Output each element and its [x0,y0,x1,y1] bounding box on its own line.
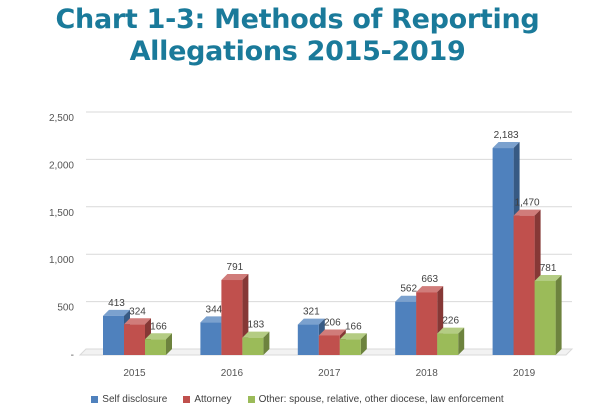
bar [395,301,417,355]
bar-top [242,331,270,338]
chart-legend: Self disclosure Attorney Other: spouse, re… [0,394,595,405]
bar-side [360,333,367,355]
y-tick-label: 1,000 [49,255,74,266]
legend-swatch [91,396,99,403]
bar-top [200,316,228,323]
y-tick-label: 2,000 [49,160,74,171]
data-label: 1,470 [515,198,540,209]
bar [437,333,459,355]
legend-item: Attorney [183,394,232,405]
bar-side [555,274,562,355]
data-label: 183 [248,320,265,331]
legend-item: Self disclosure [91,394,167,405]
bar [103,315,124,355]
bar-top [513,209,541,216]
data-label: 226 [442,316,459,327]
data-label: 324 [129,306,146,317]
x-tick-label: 2019 [513,368,536,379]
data-label: 413 [108,298,125,309]
legend-label: Self disclosure [102,394,168,405]
legend-label: Other: spouse, relative, other diocese, … [258,394,504,405]
legend-item: Other: spouse, relative, other diocese, … [247,394,504,405]
data-label: 166 [150,321,167,332]
data-label: 344 [206,304,223,315]
bar-side [166,333,172,355]
legend-swatch [247,396,255,403]
bar [145,339,166,355]
bar [221,280,243,355]
bar-side [458,327,465,355]
bar [318,335,340,355]
bar [492,148,514,355]
y-tick-label: - [71,350,74,361]
data-label: 206 [324,317,341,328]
bar [297,324,319,355]
x-tick-label: 2015 [123,368,146,379]
y-tick-label: 2,500 [49,113,74,124]
data-label: 166 [345,321,362,332]
bar-top [221,274,249,281]
data-label: 2,183 [494,130,519,141]
bar [124,324,145,355]
x-tick-label: 2017 [318,368,341,379]
bar-top [492,142,520,149]
bar [513,215,535,355]
bar [242,337,264,355]
x-tick-label: 2018 [416,368,439,379]
bar-top [145,333,172,340]
bar-side [263,331,270,355]
y-tick-label: 1,500 [49,208,74,219]
bar-top [124,318,151,325]
data-label: 663 [421,274,438,285]
bar [200,322,222,355]
data-label: 791 [227,262,244,273]
data-label: 321 [303,307,320,318]
x-tick-label: 2016 [221,368,244,379]
bar-top [395,295,423,302]
bar [339,339,361,355]
bar-top [416,286,444,293]
bar-top [103,309,130,316]
bar-top [297,318,325,325]
bar [416,292,438,355]
bar-top [534,274,562,281]
data-label: 562 [400,284,417,295]
chart-title: Chart 1-3: Methods of Reporting Allegati… [0,4,595,68]
y-tick-label: 500 [57,303,74,314]
bar-top [339,333,367,340]
bar-top [318,329,346,336]
chart-title-line-2: Allegations 2015-2019 [129,36,466,67]
legend-swatch [183,396,191,403]
data-label: 781 [540,263,557,274]
bar [534,280,556,355]
legend-label: Attorney [194,394,232,405]
bar-top [437,327,465,334]
chart-title-line-1: Chart 1-3: Methods of Reporting [55,4,540,35]
